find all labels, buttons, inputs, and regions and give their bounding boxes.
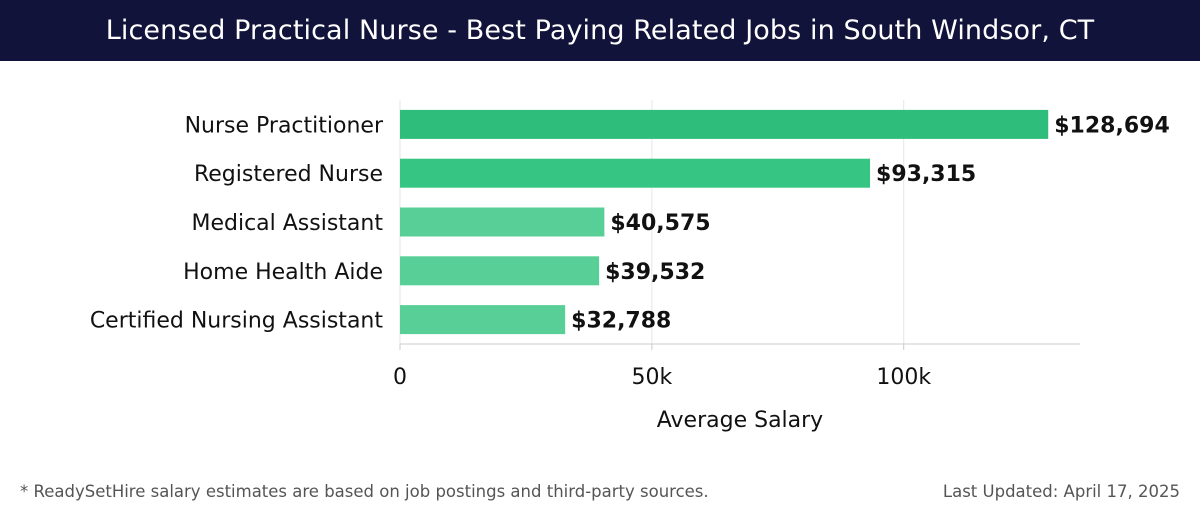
bar-chart: Nurse Practitioner Registered Nurse Medica… <box>0 61 1200 481</box>
last-updated: Last Updated: April 17, 2025 <box>943 482 1180 501</box>
bar <box>400 256 599 285</box>
bars <box>400 110 1048 334</box>
category-labels: Nurse Practitioner Registered Nurse Medica… <box>90 113 384 333</box>
x-tick-label: 50k <box>631 365 672 390</box>
bar <box>400 208 604 237</box>
category-label: Medical Assistant <box>191 211 383 236</box>
data-label: $40,575 <box>610 211 710 236</box>
category-label: Home Health Aide <box>183 260 383 285</box>
bar <box>400 305 565 334</box>
bar <box>400 159 870 188</box>
x-tick-label: 0 <box>393 365 407 390</box>
data-label: $32,788 <box>571 309 671 334</box>
x-tick-label: 100k <box>876 365 931 390</box>
data-label: $128,694 <box>1054 113 1170 138</box>
bar <box>400 110 1048 139</box>
data-label: $93,315 <box>876 162 976 187</box>
x-axis-label: Average Salary <box>657 408 823 433</box>
category-label: Nurse Practitioner <box>185 113 384 138</box>
x-axis: 0 50k 100k Average Salary <box>393 344 1080 433</box>
category-label: Certified Nursing Assistant <box>90 309 384 334</box>
value-labels: $128,694 $93,315 $40,575 $39,532 $32,788 <box>571 113 1170 333</box>
chart-title: Licensed Practical Nurse - Best Paying R… <box>106 15 1095 46</box>
data-label: $39,532 <box>605 260 705 285</box>
footer-note: * ReadySetHire salary estimates are base… <box>20 482 709 501</box>
chart-header: Licensed Practical Nurse - Best Paying R… <box>0 0 1200 61</box>
category-label: Registered Nurse <box>194 162 383 187</box>
